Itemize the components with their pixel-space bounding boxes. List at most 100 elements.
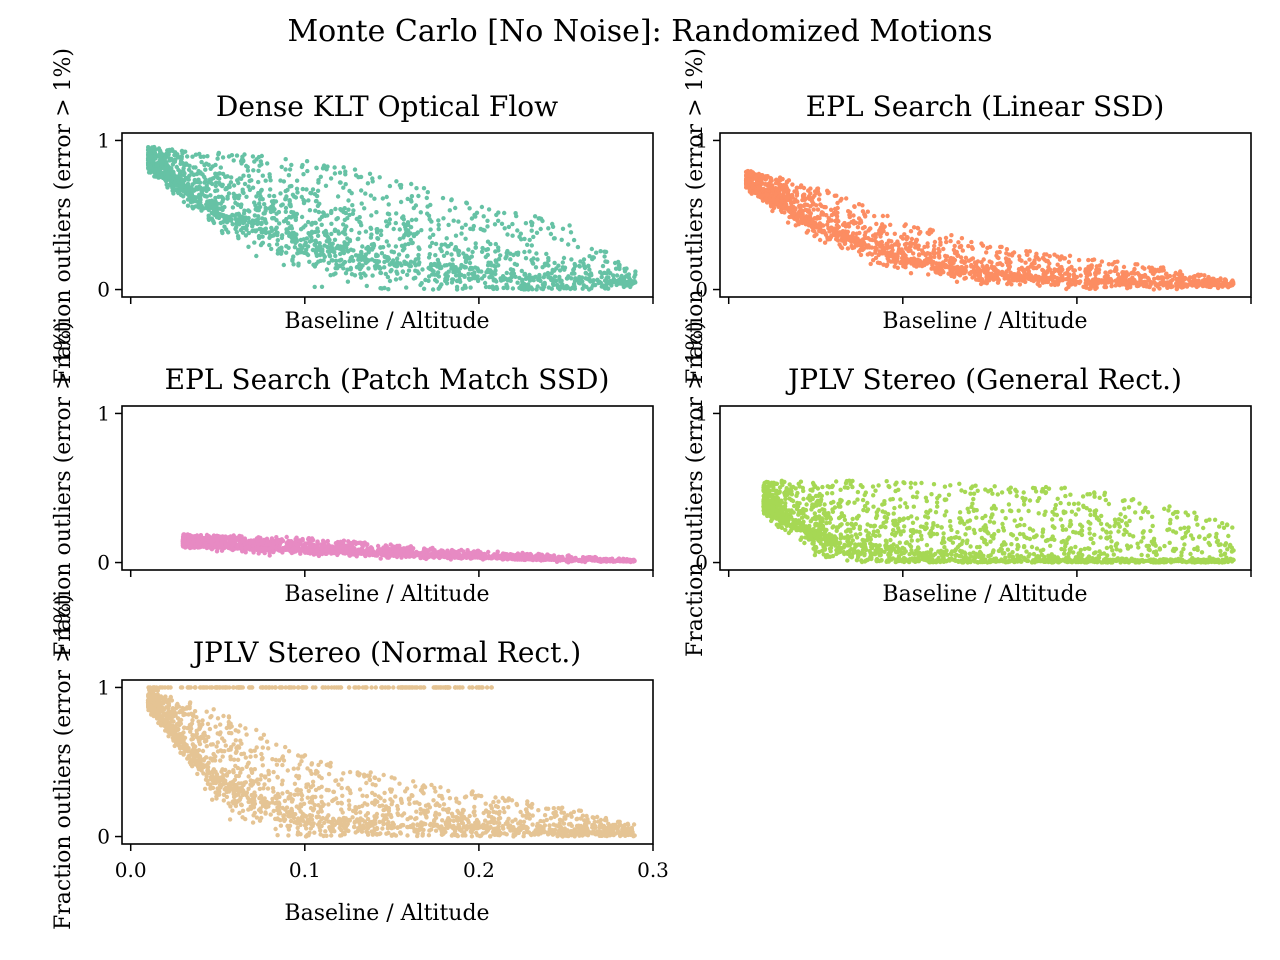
scatter-point [450,265,456,270]
scatter-point [874,221,879,227]
scatter-point [258,159,263,164]
scatter-point [179,154,184,159]
scatter-point [378,266,383,271]
scatter-point [472,212,477,218]
scatter-point [304,159,310,164]
scatter-point [346,198,351,203]
scatter-point [401,214,406,219]
scatter-point [313,208,318,213]
scatter-point [901,260,906,266]
scatter-point [943,253,948,259]
scatter-point [941,270,946,275]
scatter-point [289,224,294,229]
scatter-point [598,249,603,254]
scatter-point [499,221,505,226]
scatter-point [479,269,484,274]
scatter-point [922,258,928,263]
scatter-point [403,261,408,266]
scatter-point [234,225,239,230]
scatter-point [1094,264,1100,269]
scatter-point [288,204,293,209]
scatter-point [220,197,226,202]
scatter-point [542,282,547,287]
scatter-point [331,272,336,277]
scatter-point [1017,282,1023,287]
scatter-point [994,276,999,281]
scatter-point [756,186,761,192]
scatter-point [201,187,206,192]
scatter-point [342,259,348,265]
scatter-point [332,228,337,234]
scatter-point [409,217,415,223]
scatter-point [329,258,334,263]
scatter-point [980,243,986,248]
scatter-point [289,162,294,168]
scatter-point [399,243,405,248]
scatter-point [1112,260,1117,265]
scatter-point [377,175,382,180]
scatter-point [342,226,348,232]
scatter-point [281,262,286,268]
scatter-point [164,182,169,187]
scatter-point [946,271,951,276]
scatter-point [874,241,879,246]
scatter-point [215,188,220,193]
scatter-point [622,276,627,281]
scatter-point [548,231,554,237]
scatter-point [433,253,438,258]
scatter-point [369,257,375,262]
scatter-point [168,167,174,172]
scatter-point [1087,270,1092,276]
scatter-point [428,202,433,208]
scatter-point [393,277,399,282]
scatter-point [454,247,459,252]
scatter-point [280,202,285,207]
scatter-point [310,187,316,192]
scatter-point [803,222,808,227]
scatter-point [1165,274,1170,280]
scatter-point [505,232,510,237]
scatter-point [914,260,919,265]
scatter-point [995,280,1001,285]
scatter-point [430,287,436,292]
scatter-point [175,190,181,195]
scatter-point [293,195,299,200]
scatter-point [205,154,210,159]
scatter-point [1113,278,1118,283]
scatter-point [560,265,565,270]
scatter-point [494,286,500,291]
scatter-point [779,209,785,215]
scatter-point [895,254,900,259]
scatter-point [218,165,223,170]
scatter-point [442,263,447,268]
scatter-point [318,174,323,179]
scatter-point [235,234,241,239]
scatter-point [343,210,348,216]
scatter-point [1033,273,1038,279]
scatter-point [496,218,501,223]
scatter-point [230,212,235,218]
scatter-point [632,274,637,280]
scatter-point [773,186,779,191]
scatter-point [316,180,321,185]
scatter-point [256,233,262,239]
scatter-point [323,183,329,188]
scatter-point [313,199,319,204]
scatter-point [813,220,818,226]
scatter-point [578,259,583,264]
scatter-point [502,210,507,216]
scatter-point [560,226,566,231]
scatter-point [341,222,346,227]
scatter-point [156,172,161,177]
panel-dense-klt: Dense KLT Optical Flow Baseline / Altitu… [51,48,654,384]
scatter-point [509,274,514,280]
scatter-point [1112,268,1118,274]
scatter-point [846,224,852,229]
scatter-point [970,256,976,261]
scatter-point [357,219,362,224]
scatter-point [332,237,338,242]
scatter-point [923,253,928,258]
scatter-point [397,183,403,188]
scatter-point [885,262,890,267]
scatter-point [240,187,245,192]
